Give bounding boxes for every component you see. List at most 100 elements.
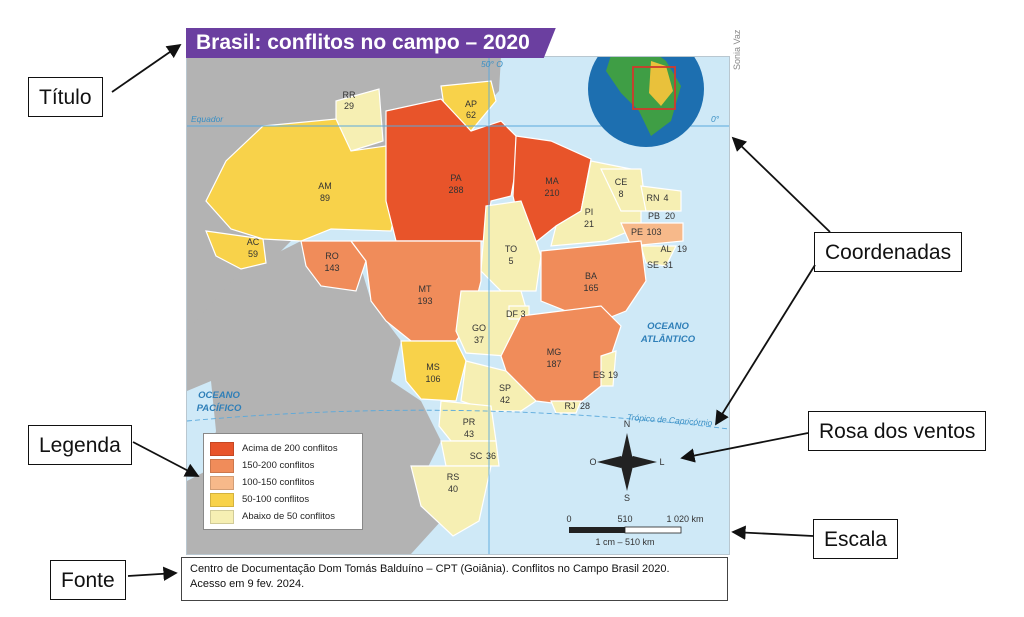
label-ms-value: 106 [425, 374, 440, 384]
legend-swatch [210, 492, 234, 507]
label-df-value: 3 [520, 309, 525, 319]
label-mg-value: 187 [546, 359, 561, 369]
compass-o-label: O [589, 457, 596, 467]
ocean-pacific-line1: OCEANO [198, 390, 240, 401]
label-ce-code: CE [615, 177, 628, 187]
label-al-value: 19 [677, 244, 687, 254]
state-es [600, 350, 617, 387]
label-pa-code: PA [450, 173, 461, 183]
ocean-pacific-line2: PACÍFICO [197, 403, 242, 414]
label-ap-value: 62 [466, 110, 476, 120]
state-pe [620, 222, 684, 247]
label-ms-code: MS [426, 362, 440, 372]
globe-locator-box [632, 66, 676, 110]
label-rj-value: 28 [580, 401, 590, 411]
state-al-se [640, 245, 677, 267]
source-box: Centro de Documentação Dom Tomás Balduín… [181, 557, 728, 601]
label-mg-code: MG [547, 347, 562, 357]
label-sp-value: 42 [500, 395, 510, 405]
callout-rosa-dos-ventos: Rosa dos ventos [808, 411, 987, 451]
scale-max-label: 1 020 km [666, 514, 703, 524]
ocean-atlantic-line1: OCEANO [647, 321, 689, 332]
label-pe-code: PE [631, 227, 643, 237]
label-pr-code: PR [463, 417, 476, 427]
label-pb-value: 20 [665, 211, 675, 221]
arrow-fonte [127, 566, 178, 581]
state-sc [440, 440, 500, 467]
label-ba-value: 165 [583, 283, 598, 293]
label-rn-code: RN [647, 193, 660, 203]
source-line-1: Centro de Documentação Dom Tomás Balduín… [190, 563, 670, 575]
label-ac-code: AC [247, 237, 260, 247]
tropic-line [187, 409, 729, 430]
legend-label: Abaixo de 50 conflitos [242, 511, 335, 522]
label-ac-value: 59 [248, 249, 258, 259]
equator-label: Equador [191, 114, 224, 124]
label-al-code: AL [660, 244, 671, 254]
state-ac [205, 230, 267, 270]
state-rn-pb [640, 185, 682, 212]
arrow-coordenadas-2 [715, 264, 816, 426]
label-rs-code: RS [447, 472, 460, 482]
label-to-value: 5 [508, 256, 513, 266]
label-rr-code: RR [343, 90, 356, 100]
state-ba [540, 240, 647, 322]
equator-degree-label: 0° [711, 114, 720, 124]
scale-mid-label: 510 [617, 514, 632, 524]
label-rj-code: RJ [565, 401, 576, 411]
label-es-code: ES [593, 370, 605, 380]
callout-legenda: Legenda [28, 425, 132, 465]
state-am [205, 118, 407, 242]
map-legend: Acima de 200 conflitos 150-200 conflitos… [203, 433, 363, 530]
label-sc-value: 36 [486, 451, 496, 461]
arrow-coordenadas-1 [731, 136, 831, 233]
legend-item: Acima de 200 conflitos [210, 440, 356, 457]
label-se-code: SE [647, 260, 659, 270]
map-title: Brasil: conflitos no campo – 2020 [186, 28, 556, 58]
arrow-titulo [111, 43, 182, 93]
legend-swatch [210, 475, 234, 490]
label-go-value: 37 [474, 335, 484, 345]
label-ro-code: RO [325, 251, 339, 261]
state-labels: RR 29 AP 62 AM 89 PA 288 MA 210 CE 8 RN … [247, 90, 687, 494]
legend-item: 150-200 conflitos [210, 457, 356, 474]
label-ap-code: AP [465, 99, 477, 109]
legend-item: 100-150 conflitos [210, 474, 356, 491]
ocean-atlantic-line2: ATLÂNTICO [640, 333, 696, 345]
label-am-code: AM [318, 181, 332, 191]
legend-swatch [210, 441, 234, 456]
legend-label: Acima de 200 conflitos [242, 443, 338, 454]
legend-swatch [210, 509, 234, 524]
scale-zero-label: 0 [566, 514, 571, 524]
label-am-value: 89 [320, 193, 330, 203]
label-ro-value: 143 [324, 263, 339, 273]
label-es-value: 19 [608, 370, 618, 380]
callout-escala: Escala [813, 519, 899, 559]
label-rn-value: 4 [663, 193, 668, 203]
label-go-code: GO [472, 323, 486, 333]
state-ms [400, 340, 467, 402]
scale-bar: 0 510 1 020 km 1 cm – 510 km [566, 514, 703, 547]
label-pa-value: 288 [448, 185, 463, 195]
source-line-2: Acesso em 9 fev. 2024. [190, 578, 305, 590]
legend-label: 100-150 conflitos [242, 477, 315, 488]
label-pe-value: 103 [646, 227, 661, 237]
callout-titulo: Título [28, 77, 103, 117]
label-pr-value: 43 [464, 429, 474, 439]
label-df-code: DF [506, 309, 518, 319]
callout-coordenadas: Coordenadas [814, 232, 963, 272]
label-mt-value: 193 [417, 296, 432, 306]
meridian-label: 50° O [481, 59, 503, 69]
compass-l-label: L [659, 457, 664, 467]
label-sp-code: SP [499, 383, 511, 393]
compass-n-label: N [624, 419, 631, 429]
state-rs [410, 465, 492, 537]
arrow-rosa-dos-ventos [680, 432, 809, 463]
compass-s-label: S [624, 493, 630, 503]
legend-item: 50-100 conflitos [210, 491, 356, 508]
arrow-legenda [132, 441, 200, 477]
legend-label: 50-100 conflitos [242, 494, 310, 505]
label-ba-code: BA [585, 271, 597, 281]
label-pi-value: 21 [584, 219, 594, 229]
label-se-value: 31 [663, 260, 673, 270]
